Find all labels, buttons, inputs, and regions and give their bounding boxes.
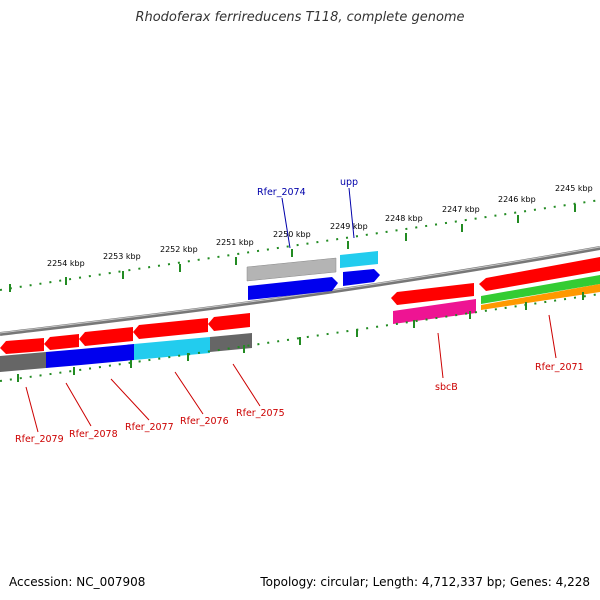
- gene-label-rfer2077: Rfer_2077: [125, 422, 174, 433]
- gene-feature-pink-sbcb: [393, 299, 476, 324]
- map-title: Rhodoferax ferrireducens T118, complete …: [135, 10, 465, 25]
- gene-feature-upp-blue: [343, 269, 380, 286]
- callout-rfer2071: [548, 314, 557, 359]
- kbp-tick-label: 2247 kbp: [442, 205, 480, 214]
- lower-major-ticks: [17, 292, 584, 382]
- gene-label-upp: upp: [340, 177, 358, 188]
- upper-major-ticks: [9, 204, 576, 292]
- gene-feature-rfer2079: [0, 352, 46, 372]
- callout-rfer2074: [281, 197, 291, 249]
- gene-feature-rfer2074-blue: [248, 277, 338, 300]
- kbp-tick-label: 2249 kbp: [330, 222, 368, 231]
- callout-rfer2077: [110, 378, 150, 421]
- upper-scale-line: [0, 199, 600, 291]
- gene-feature-red-left-4: [133, 318, 208, 339]
- callout-rfer2078: [65, 382, 92, 427]
- gene-feature-red-right-2: [479, 257, 600, 291]
- gene-feature-red-left-2: [44, 334, 79, 350]
- kbp-tick-labels: 2254 kbp 2253 kbp 2252 kbp 2251 kbp 2250…: [47, 184, 593, 268]
- genome-summary-text: Topology: circular; Length: 4,712,337 bp…: [260, 575, 590, 589]
- gene-label-rfer2078: Rfer_2078: [69, 429, 118, 440]
- kbp-tick-label: 2246 kbp: [498, 195, 536, 204]
- lower-scale-line: [0, 293, 600, 382]
- gene-feature-rfer2078: [46, 349, 81, 368]
- callout-lines: [25, 187, 557, 433]
- gene-feature-rfer2076: [134, 337, 210, 360]
- callout-rfer2079: [25, 386, 39, 433]
- gene-feature-upp-light-blue: [340, 251, 378, 268]
- upper-scale: 2254 kbp 2253 kbp 2252 kbp 2251 kbp 2250…: [0, 184, 600, 292]
- callout-rfer2076: [174, 371, 204, 415]
- gene-label-rfer2071: Rfer_2071: [535, 362, 584, 373]
- gene-feature-rfer2077: [81, 344, 134, 365]
- gene-label-rfer2079: Rfer_2079: [15, 434, 64, 445]
- lower-scale: [0, 292, 600, 382]
- callout-rfer2075: [232, 363, 261, 407]
- kbp-tick-label: 2245 kbp: [555, 184, 593, 193]
- forward-features: [246, 251, 600, 324]
- kbp-tick-label: 2251 kbp: [216, 238, 254, 247]
- gene-feature-red-left-5: [208, 313, 250, 331]
- gene-labels: Rfer_2074 upp sbcB Rfer_2071 Rfer_2079 R…: [15, 177, 584, 445]
- gene-feature-orange: [481, 284, 600, 310]
- gene-label-rfer2074: Rfer_2074: [257, 187, 306, 198]
- callout-upp: [348, 187, 355, 239]
- kbp-tick-label: 2252 kbp: [160, 245, 198, 254]
- gene-feature-red-left-3: [79, 327, 133, 346]
- gene-feature-rfer2074-grey: [246, 257, 337, 282]
- kbp-tick-label: 2254 kbp: [47, 259, 85, 268]
- gene-feature-red-right-1: [391, 283, 474, 305]
- gene-label-rfer2076: Rfer_2076: [180, 416, 229, 427]
- accession-text: Accession: NC_007908: [9, 575, 146, 589]
- kbp-tick-label: 2250 kbp: [273, 230, 311, 239]
- kbp-tick-label: 2253 kbp: [103, 252, 141, 261]
- reverse-features: [0, 313, 252, 372]
- genome-backbone-highlight: [0, 246, 600, 334]
- gene-feature-red-left-1: [0, 338, 44, 354]
- gene-feature-rfer2075: [210, 333, 252, 352]
- gene-label-rfer2075: Rfer_2075: [236, 408, 285, 419]
- genome-backbone: [0, 246, 600, 336]
- kbp-tick-label: 2248 kbp: [385, 214, 423, 223]
- callout-sbcb: [437, 332, 444, 379]
- gene-label-sbcb: sbcB: [435, 382, 458, 393]
- gene-feature-green: [481, 275, 600, 304]
